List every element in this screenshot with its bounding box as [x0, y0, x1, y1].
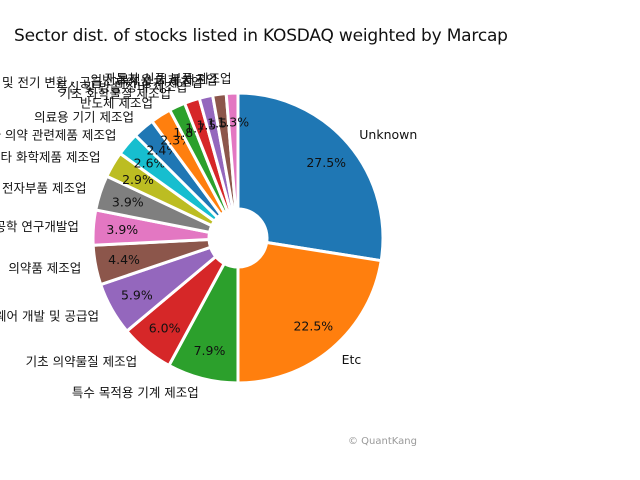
- slice-category-label: 의약품 제조업: [8, 260, 81, 275]
- slice-percent-label: 27.5%: [306, 155, 346, 170]
- slice-category-label: 특수 목적용 기계 제조업: [72, 385, 199, 400]
- slice-category-label: 일반 목적용 기계 제조업: [91, 72, 218, 87]
- pie-slice: [236, 91, 385, 263]
- slice-category-label: Unknown: [359, 127, 417, 142]
- chart-title: Sector dist. of stocks listed in KOSDAQ …: [14, 26, 508, 46]
- slice-percent-label: 4.4%: [108, 252, 140, 267]
- slice-percent-label: 3.9%: [106, 222, 138, 237]
- slice-category-label: 자연과학 및 공학 연구개발업: [0, 219, 79, 234]
- slice-percent-label: 3.9%: [112, 194, 144, 209]
- slice-category-label: 기초 화학물질 제조업: [60, 86, 171, 101]
- slice-category-label: Etc: [342, 352, 362, 367]
- slice-category-label: 기타 화학제품 제조업: [0, 150, 100, 165]
- slice-category-label: 통신 및 방송 장비 제조업: [56, 79, 187, 94]
- slice-category-label: 기초 의약물질 제조업: [26, 354, 137, 369]
- slice-category-label: 자동차 신품 부품 제조업: [105, 71, 232, 86]
- slice-category-label: 소프트웨어 개발 및 공급업: [0, 309, 99, 324]
- slice-percent-label: 22.5%: [293, 319, 333, 334]
- slice-percent-label: 6.0%: [149, 320, 181, 335]
- slice-category-label: 전자부품 제조업: [2, 181, 86, 196]
- slice-percent-label: 7.9%: [194, 343, 226, 358]
- watermark: © QuantKang: [348, 436, 417, 447]
- slice-category-label: 의료용 기기 제조업: [34, 110, 134, 125]
- slice-category-label: 의료용품 및 기타 의약 관련제품 제조업: [0, 127, 116, 142]
- pie-slice: [236, 241, 383, 385]
- slice-percent-label: 5.9%: [121, 287, 153, 302]
- slice-percent-label: 1.3%: [217, 115, 249, 130]
- pie-slice: [224, 91, 240, 211]
- slice-category-label: 전동기, 발전기 및 전기 변환 · 공급 · 제어 장치 제조업: [0, 75, 203, 90]
- slice-percent-label: 2.9%: [122, 172, 154, 187]
- slice-category-label: 반도체 제조업: [80, 96, 153, 111]
